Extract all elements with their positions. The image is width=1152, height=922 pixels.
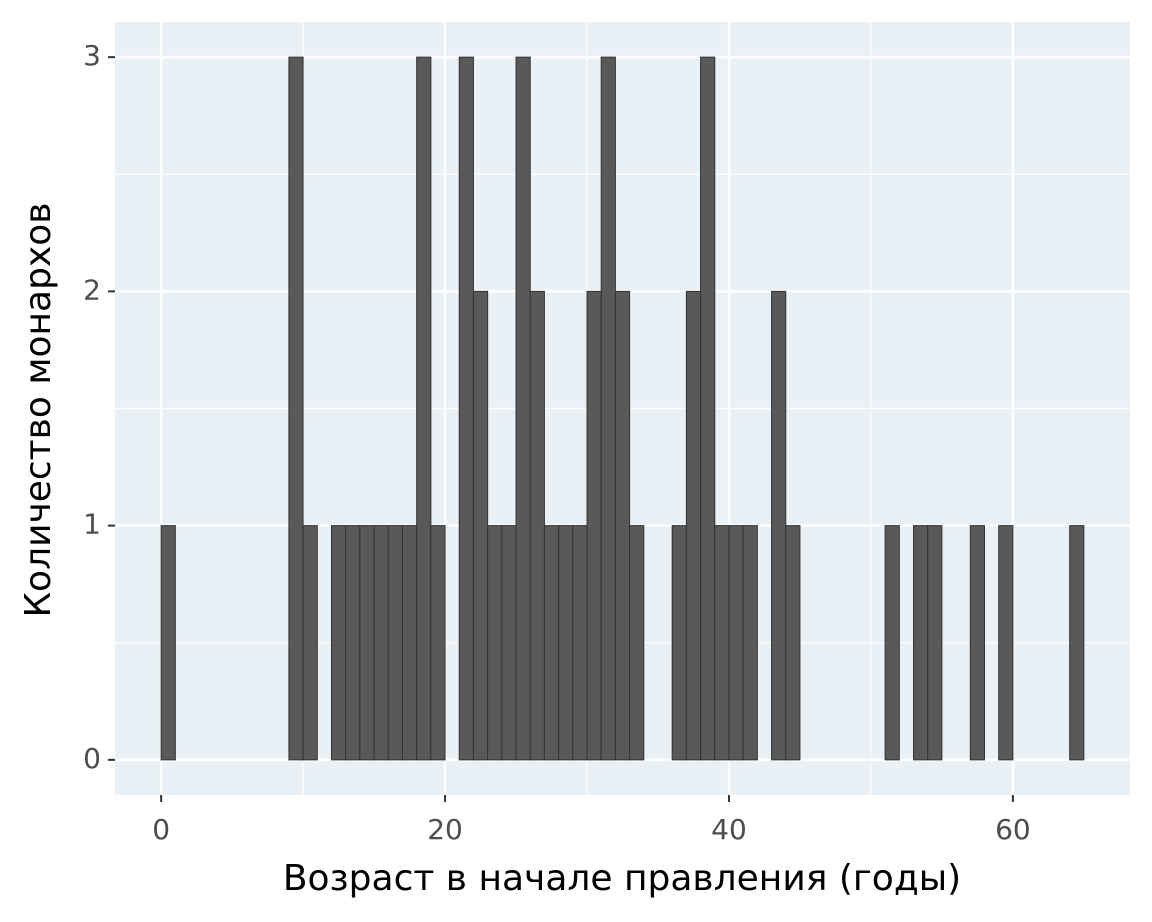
x-tick-label: 0 <box>152 813 170 846</box>
y-tick-label: 3 <box>83 39 101 72</box>
bar <box>998 525 1014 761</box>
bar <box>160 525 176 761</box>
bar <box>771 290 787 761</box>
bar <box>373 525 389 761</box>
bar <box>416 56 432 761</box>
bar <box>572 525 588 761</box>
bar <box>927 525 943 761</box>
bar <box>600 56 616 761</box>
bar <box>685 290 702 761</box>
bar <box>629 525 645 761</box>
x-tick-label: 40 <box>711 813 747 846</box>
bar <box>671 525 687 761</box>
bar <box>359 525 375 761</box>
bar <box>913 525 929 761</box>
x-tick-label: 20 <box>427 813 463 846</box>
y-tick-label: 1 <box>83 508 101 541</box>
x-axis-title: Возраст в начале правления (годы) <box>283 858 961 899</box>
bar <box>742 525 758 761</box>
y-axis-title: Количество монархов <box>18 202 59 617</box>
bar <box>487 525 503 761</box>
bar <box>614 290 631 761</box>
bar <box>288 56 304 761</box>
bar <box>345 525 361 761</box>
bar <box>728 525 744 761</box>
bar <box>387 525 403 761</box>
bar <box>501 525 517 761</box>
bar <box>330 525 347 761</box>
bar <box>785 525 801 761</box>
bar <box>401 525 418 761</box>
bar <box>430 525 446 761</box>
y-tick-label: 0 <box>83 742 101 775</box>
bar <box>969 525 985 761</box>
x-tick-label: 60 <box>995 813 1031 846</box>
bar <box>458 56 474 761</box>
bar <box>558 525 574 761</box>
bar <box>302 525 318 761</box>
bar <box>884 525 900 761</box>
bar <box>515 56 531 761</box>
bar <box>529 290 545 761</box>
bar <box>472 290 489 761</box>
y-tick-label: 2 <box>83 273 101 306</box>
bar <box>1069 525 1085 761</box>
bar <box>700 56 716 761</box>
bar <box>543 525 560 761</box>
bar <box>586 290 602 761</box>
bar <box>714 525 730 761</box>
